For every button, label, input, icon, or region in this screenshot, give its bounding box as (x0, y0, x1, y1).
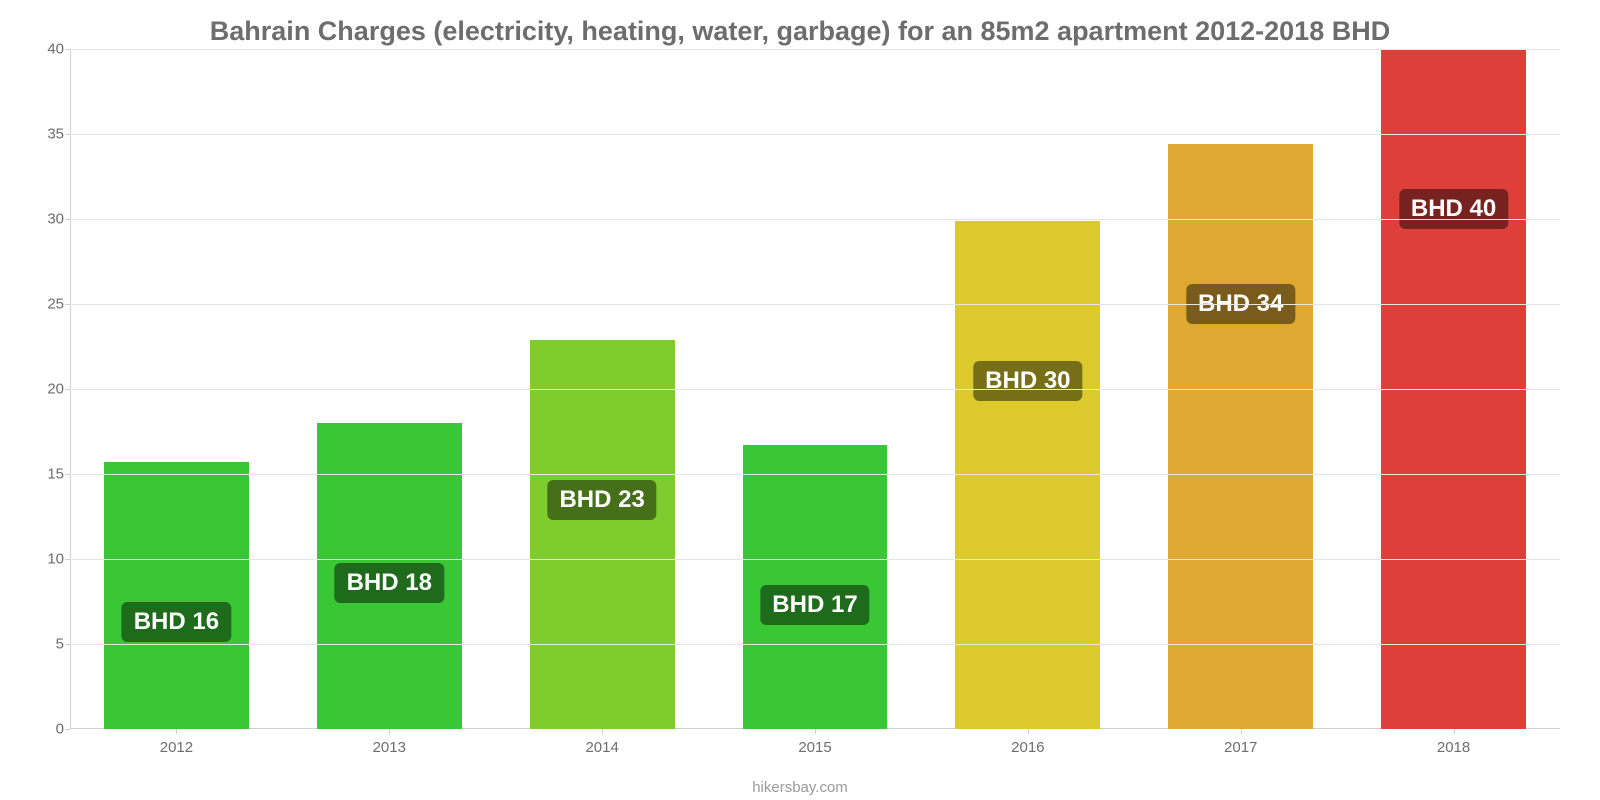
gridline (70, 134, 1560, 135)
ytick-mark (65, 474, 70, 475)
ytick-mark (65, 134, 70, 135)
xtick-label: 2012 (160, 739, 193, 756)
gridline (70, 49, 1560, 50)
xtick-label: 2016 (1011, 739, 1044, 756)
ytick-label: 5 (30, 636, 64, 653)
ytick-mark (65, 389, 70, 390)
ytick-mark (65, 644, 70, 645)
bar-value-label: BHD 16 (122, 602, 231, 642)
ytick-label: 25 (30, 296, 64, 313)
ytick-label: 40 (30, 41, 64, 58)
bar-value-label: BHD 17 (760, 585, 869, 625)
ytick-label: 35 (30, 126, 64, 143)
xtick-label: 2013 (373, 739, 406, 756)
bar: BHD 34 (1168, 144, 1313, 729)
plot-area: BHD 16 BHD 18 BHD 23 BHD 17 BHD 30 BHD 34 BHD … (70, 49, 1560, 729)
xtick-mark (389, 729, 390, 734)
gridline (70, 559, 1560, 560)
xtick-mark (815, 729, 816, 734)
xtick-label: 2014 (585, 739, 618, 756)
bar-value-label: BHD 23 (547, 480, 656, 520)
gridline (70, 219, 1560, 220)
ytick-label: 15 (30, 466, 64, 483)
ytick-label: 30 (30, 211, 64, 228)
gridline (70, 389, 1560, 390)
xtick-mark (602, 729, 603, 734)
xtick-label: 2015 (798, 739, 831, 756)
chart-title: Bahrain Charges (electricity, heating, w… (30, 10, 1570, 49)
ytick-label: 20 (30, 381, 64, 398)
ytick-label: 10 (30, 551, 64, 568)
bar: BHD 23 (530, 340, 675, 729)
gridline (70, 304, 1560, 305)
bar: BHD 16 (104, 462, 249, 729)
xtick-mark (1454, 729, 1455, 734)
ytick-mark (65, 219, 70, 220)
bar-value-label: BHD 18 (335, 563, 444, 603)
ytick-mark (65, 304, 70, 305)
ytick-label: 0 (30, 721, 64, 738)
xtick-mark (176, 729, 177, 734)
bar-value-label: BHD 30 (973, 361, 1082, 401)
gridline (70, 474, 1560, 475)
ytick-mark (65, 729, 70, 730)
xtick-mark (1028, 729, 1029, 734)
ytick-mark (65, 559, 70, 560)
xtick-label: 2018 (1437, 739, 1470, 756)
gridline (70, 644, 1560, 645)
xtick-label: 2017 (1224, 739, 1257, 756)
source-label: hikersbay.com (0, 779, 1600, 796)
xtick-mark (1241, 729, 1242, 734)
bar: BHD 18 (317, 423, 462, 729)
bar: BHD 17 (743, 445, 888, 729)
chart-container: Bahrain Charges (electricity, heating, w… (0, 0, 1600, 800)
ytick-mark (65, 49, 70, 50)
bar-value-label: BHD 40 (1399, 189, 1508, 229)
